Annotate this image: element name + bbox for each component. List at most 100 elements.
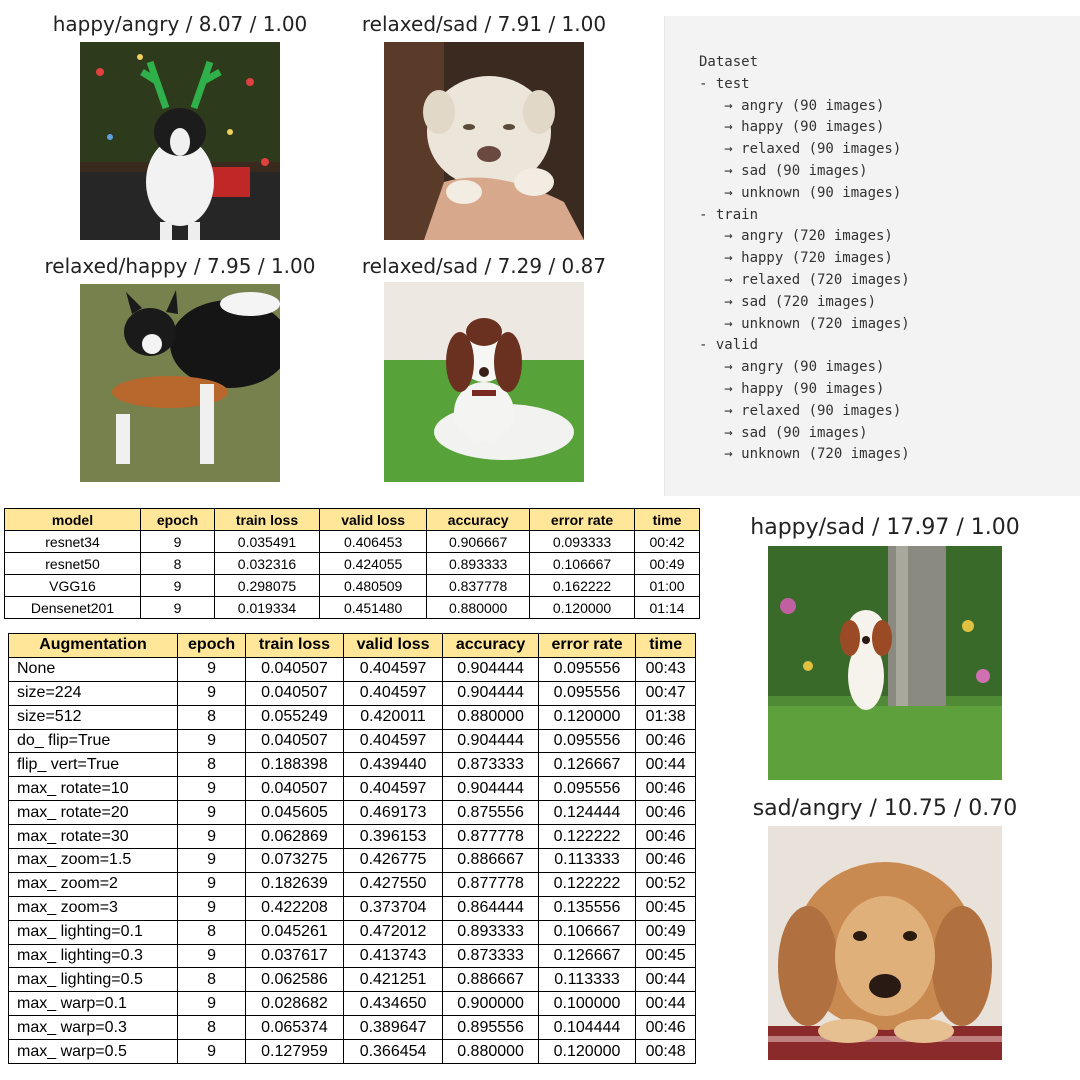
table-cell: flip_ vert=True (8, 752, 178, 778)
table-cell: 0.396153 (342, 824, 444, 850)
table-row: max_ lighting=0.1 8 0.045261 0.472012 0.8933… (8, 919, 696, 945)
table-cell: 0.122222 (537, 871, 637, 897)
table-cell: 8 (176, 752, 247, 778)
table-cell: 0.182639 (245, 871, 344, 897)
tree-line: - valid (699, 337, 759, 354)
table-cell: 00:46 (635, 824, 696, 850)
column-header: error rate (529, 508, 636, 531)
table-row: do_ flip=True 9 0.040507 0.404597 0.904444 0.… (8, 728, 696, 754)
dog-photo-2 (384, 42, 584, 240)
table-cell: 0.472012 (342, 919, 444, 945)
table-cell: VGG16 (4, 574, 141, 597)
table-row: max_ zoom=1.5 9 0.073275 0.426775 0.886667 0.… (8, 848, 696, 873)
table-cell: 9 (176, 680, 247, 706)
table-cell: 0.106667 (537, 919, 637, 945)
table-cell: 01:00 (634, 574, 700, 597)
photo-caption-5: happy/sad / 17.97 / 1.00 (750, 515, 1020, 540)
table-cell: 0.188398 (245, 752, 344, 778)
table-cell: 9 (176, 1039, 247, 1065)
table-cell: 0.880000 (442, 1039, 539, 1065)
table-cell: 0.126667 (537, 943, 637, 969)
table-cell: 0.404597 (342, 656, 444, 682)
tree-line: → sad (90 images) (699, 424, 868, 441)
column-header: model (4, 508, 141, 531)
table-cell: 0.106667 (529, 552, 636, 575)
tree-line: - test (699, 75, 750, 92)
column-header: error rate (537, 633, 637, 658)
model-table: model epoch train loss valid loss accura… (4, 508, 700, 619)
table-cell: 9 (139, 596, 216, 619)
table-cell: 9 (176, 895, 247, 921)
table-cell: 0.062586 (245, 967, 344, 993)
table-cell: 0.037617 (245, 943, 344, 969)
table-cell: 0.904444 (442, 680, 539, 706)
table-cell: 0.864444 (442, 895, 539, 921)
table-cell: 0.124444 (537, 800, 637, 826)
table-cell: 0.404597 (342, 776, 444, 802)
tree-line: → sad (720 images) (699, 293, 877, 310)
table-cell: 0.120000 (537, 704, 637, 730)
table-cell: 00:47 (635, 680, 696, 706)
table-cell: 0.065374 (245, 1015, 344, 1041)
table-row: max_ rotate=30 9 0.062869 0.396153 0.877778 0… (8, 824, 696, 850)
table-cell: 0.421251 (342, 967, 444, 993)
dog-photo-4 (384, 282, 584, 482)
table-cell: 0.900000 (442, 991, 539, 1017)
table-cell: 8 (176, 704, 247, 730)
table-header-row: model epoch train loss valid loss accura… (4, 508, 700, 531)
table-cell: 0.095556 (537, 680, 637, 706)
table-cell: 00:46 (635, 776, 696, 802)
table-cell: 0.389647 (342, 1015, 444, 1041)
column-header: train loss (245, 633, 344, 658)
table-row: size=512 8 0.055249 0.420011 0.880000 0.12000… (8, 704, 696, 730)
table-row: max_ warp=0.5 9 0.127959 0.366454 0.880000 0.… (8, 1039, 696, 1065)
augmentation-table: Augmentation epoch train loss valid loss… (8, 633, 696, 1065)
table-cell: 0.019334 (214, 596, 320, 619)
tree-line: → sad (90 images) (699, 162, 868, 179)
column-header: train loss (214, 508, 320, 531)
table-cell: 00:42 (634, 530, 700, 553)
table-cell: 0.427550 (342, 871, 444, 897)
table-cell: 00:48 (635, 1039, 696, 1065)
tree-line: Dataset (699, 54, 759, 70)
table-cell: 9 (176, 871, 247, 897)
table-cell: 0.135556 (537, 895, 637, 921)
tree-line: → relaxed (90 images) (699, 141, 902, 158)
table-cell: 00:44 (635, 991, 696, 1017)
table-cell: 0.113333 (537, 848, 637, 873)
table-row: max_ zoom=2 9 0.182639 0.427550 0.877778 0.12… (8, 871, 696, 897)
table-row: max_ lighting=0.3 9 0.037617 0.413743 0.8733… (8, 943, 696, 969)
table-cell: 0.480509 (318, 574, 428, 597)
dog-photo-1 (80, 42, 280, 240)
table-cell: 0.127959 (245, 1039, 344, 1065)
dataset-tree-panel: Dataset - test → angry (90 images) → happ… (664, 16, 1080, 496)
table-cell: 0.040507 (245, 776, 344, 802)
table-cell: 0.113333 (537, 967, 637, 993)
table-cell: 0.893333 (442, 919, 539, 945)
column-header: Augmentation (8, 633, 178, 658)
column-header: valid loss (342, 633, 444, 658)
column-header: accuracy (426, 508, 531, 531)
table-cell: 0.404597 (342, 728, 444, 754)
table-cell: size=224 (8, 680, 178, 706)
table-cell: 9 (176, 848, 247, 873)
table-cell: max_ lighting=0.1 (8, 919, 178, 945)
dog-photo-3 (80, 284, 280, 482)
table-header-row: Augmentation epoch train loss valid loss… (8, 633, 696, 658)
tree-line: → angry (90 images) (699, 359, 885, 376)
table-cell: 9 (176, 656, 247, 682)
table-row: max_ warp=0.1 9 0.028682 0.434650 0.900000 0.… (8, 991, 696, 1017)
column-header: epoch (176, 633, 247, 658)
table-cell: 0.877778 (442, 871, 539, 897)
dataset-tree: Dataset - test → angry (90 images) → happ… (699, 52, 910, 466)
table-cell: 9 (176, 728, 247, 754)
tree-line: → happy (90 images) (699, 119, 885, 136)
table-cell: 00:45 (635, 943, 696, 969)
table-cell: 0.906667 (426, 530, 531, 553)
table-cell: max_ zoom=3 (8, 895, 178, 921)
table-cell: 0.045261 (245, 919, 344, 945)
table-cell: max_ zoom=1.5 (8, 848, 178, 873)
table-cell: 0.895556 (442, 1015, 539, 1041)
table-cell: 0.073275 (245, 848, 344, 873)
table-cell: 0.886667 (442, 848, 539, 873)
